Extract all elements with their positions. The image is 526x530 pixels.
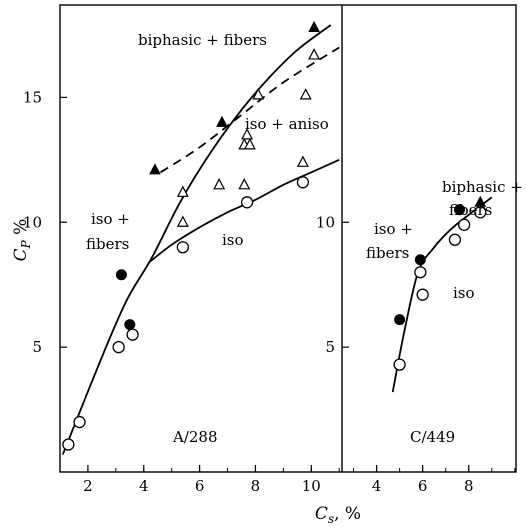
annotation-iso-plus: iso + — [91, 210, 130, 228]
y-tick-label: 15 — [23, 88, 42, 106]
y-tick-label: 5 — [325, 338, 335, 356]
open-circle-point — [176, 241, 190, 254]
filled-circle-point — [414, 254, 426, 266]
open-circle-point — [112, 340, 125, 354]
curve-solid — [61, 24, 332, 455]
open-triangle-point — [252, 88, 265, 100]
open-circle-point — [240, 196, 254, 209]
x-tick-label: 6 — [418, 477, 428, 495]
filled-triangle-point — [474, 195, 487, 207]
open-circle-point — [393, 358, 406, 371]
annotation-iso-aniso: iso + aniso — [245, 115, 329, 133]
annotation-biphasic-fibers: fibers — [449, 201, 492, 219]
curve-solid — [391, 196, 493, 393]
panel-label: A/288 — [172, 428, 218, 446]
plot-frame — [59, 4, 517, 473]
x-tick-label: 4 — [139, 477, 149, 495]
chart-texts: 2 4 6 8 10 5 10 15 biphasic + fibers iso + aniso i… — [11, 31, 523, 526]
annotation-iso: iso — [453, 284, 475, 302]
y-tick-label: 5 — [32, 338, 42, 356]
open-triangle-point — [238, 178, 251, 190]
open-circle-point — [62, 438, 75, 451]
open-triangle-point — [299, 88, 312, 100]
panel-label: C/449 — [410, 428, 455, 446]
open-circle-point — [414, 266, 427, 279]
open-triangle-point — [241, 128, 254, 140]
open-triangle-point — [176, 185, 189, 197]
open-circle-point — [457, 218, 471, 231]
open-circle-point — [126, 328, 139, 341]
open-circle-point — [73, 415, 86, 429]
y-tick-label: 10 — [316, 213, 335, 231]
filled-triangle-point — [308, 20, 320, 32]
x-tick-label: 10 — [302, 477, 321, 495]
open-circle-point — [296, 176, 310, 189]
annotation-iso: iso — [222, 231, 244, 249]
open-triangle-point — [308, 48, 321, 60]
open-triangle-point — [176, 215, 189, 227]
open-triangle-point — [243, 138, 256, 150]
open-triangle-point — [213, 178, 226, 190]
y-tick-label: 10 — [23, 213, 42, 231]
x-axis-label: Cs, % — [315, 504, 361, 526]
fitted-curves — [61, 24, 493, 455]
x-tick-label: 2 — [83, 477, 93, 495]
open-circle-point — [448, 233, 462, 246]
annotation-biphasic-plus: biphasic + — [442, 178, 523, 196]
filled-circle-point — [454, 204, 466, 216]
filled-triangle-point — [216, 115, 228, 127]
curve-dashed — [160, 46, 340, 174]
axis-ticks — [59, 96, 516, 472]
open-circle-point — [416, 288, 429, 301]
filled-circle-point — [394, 314, 406, 326]
x-tick-label: 6 — [195, 477, 205, 495]
curve-solid — [148, 158, 340, 263]
filled-triangle-point — [149, 163, 161, 175]
plot-frames — [59, 4, 517, 473]
filled-circle-point — [115, 269, 127, 281]
data-markers — [62, 20, 487, 451]
x-tick-label: 4 — [372, 477, 382, 495]
annotation-biphasic-fibers: biphasic + fibers — [138, 31, 267, 49]
filled-circle-point — [124, 319, 136, 331]
x-tick-label: 8 — [464, 477, 474, 495]
annotation-iso-plus-fibers: fibers — [86, 235, 129, 253]
annotation-iso-plus: iso + — [374, 220, 413, 238]
x-tick-label: 8 — [251, 477, 261, 495]
y-axis-label: CP % — [11, 219, 33, 262]
annotation-iso-plus-fibers: fibers — [366, 244, 409, 262]
open-triangle-point — [296, 155, 309, 167]
